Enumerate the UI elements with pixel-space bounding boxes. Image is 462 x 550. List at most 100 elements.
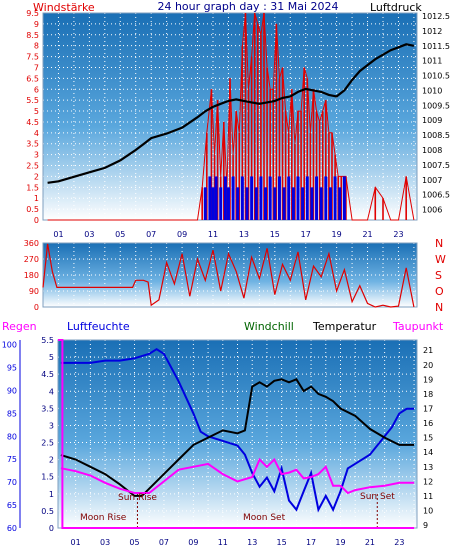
legend-luftfeuchte: Luftfeuchte — [67, 320, 130, 333]
direction-line — [42, 243, 415, 308]
rain-tick-label: 3.5 — [41, 404, 54, 413]
direction-label: N — [435, 301, 443, 314]
y-right-tick-label: 1012 — [422, 27, 442, 36]
y-right-tick-label: 1008.5 — [422, 131, 450, 140]
humidity-tick-label: 70 — [7, 478, 17, 487]
x-tick-label: 21 — [365, 538, 375, 547]
x-tick-label: 11 — [208, 230, 218, 239]
dewpoint-line — [60, 457, 415, 495]
y-left-tick-label: 8.5 — [26, 31, 39, 40]
x-tick-label: 07 — [146, 230, 156, 239]
direction-label: N — [435, 237, 443, 250]
legend-taupunkt: Taupunkt — [392, 320, 444, 333]
rain-tick-label: 2.5 — [41, 439, 54, 448]
moonset-label: Moon Set — [243, 513, 286, 523]
sunset-label: Sun Set — [360, 492, 395, 502]
temperature-tick-label: 14 — [423, 448, 433, 457]
y-left-tick-label: 1.5 — [26, 183, 39, 192]
y-left-tick-label: 1 — [34, 194, 39, 203]
y-right-tick-label: 1010 — [422, 86, 442, 95]
rain-tick-label: 3 — [49, 421, 54, 430]
humidity-tick-label: 95 — [7, 364, 17, 373]
humidity-line — [60, 348, 415, 513]
x-tick-label: 07 — [159, 538, 169, 547]
rain-tick-label: 0 — [49, 524, 54, 533]
legend-temperatur: Temperatur — [312, 320, 377, 333]
x-tick-label: 01 — [53, 230, 63, 239]
y-left-tick-label: 5 — [34, 107, 39, 116]
temperature-line — [60, 378, 415, 497]
x-tick-label: 01 — [71, 538, 81, 547]
temperature-tick-label: 11 — [423, 492, 433, 501]
x-tick-label: 17 — [306, 538, 316, 547]
rain-line — [58, 339, 415, 529]
header-right-label: Luftdruck — [370, 1, 422, 14]
temperature-tick-label: 21 — [423, 346, 433, 355]
x-tick-label: 15 — [277, 538, 287, 547]
y-tick-label: 90 — [29, 287, 39, 296]
y-right-tick-label: 1008 — [422, 146, 442, 155]
x-tick-label: 21 — [362, 230, 372, 239]
y-tick-label: 0 — [34, 303, 39, 312]
x-tick-label: 19 — [335, 538, 345, 547]
y-left-tick-label: 9 — [34, 20, 39, 29]
y-right-tick-label: 1007.5 — [422, 161, 450, 170]
x-tick-label: 13 — [247, 538, 257, 547]
x-tick-label: 09 — [177, 230, 187, 239]
y-right-tick-label: 1006 — [422, 206, 442, 215]
header-left-label: Windstärke — [33, 1, 95, 14]
plot-frame — [42, 242, 418, 308]
rain-tick-label: 4.5 — [41, 370, 54, 379]
y-left-tick-label: 7.5 — [26, 53, 39, 62]
humidity-tick-label: 90 — [7, 386, 17, 395]
temperature-tick-label: 19 — [423, 375, 433, 384]
y-right-tick-label: 1007 — [422, 176, 442, 185]
x-tick-label: 03 — [84, 230, 94, 239]
rain-tick-label: 1 — [49, 490, 54, 499]
y-left-tick-label: 0.5 — [26, 205, 39, 214]
temperature-tick-label: 9 — [423, 521, 428, 530]
rain-tick-label: 5 — [49, 353, 54, 362]
y-left-tick-label: 2 — [34, 172, 39, 181]
temperature-tick-label: 20 — [423, 361, 433, 370]
x-tick-label: 09 — [188, 538, 198, 547]
y-left-tick-label: 7 — [34, 63, 39, 72]
temperature-tick-label: 17 — [423, 404, 433, 413]
temperature-tick-label: 16 — [423, 419, 433, 428]
x-tick-label: 23 — [393, 230, 403, 239]
y-right-tick-label: 1010.5 — [422, 72, 450, 81]
y-left-tick-label: 4 — [34, 129, 39, 138]
y-left-tick-label: 9.5 — [26, 9, 39, 18]
sunrise-label: Sun Rise — [118, 493, 157, 503]
humidity-tick-label: 65 — [7, 501, 17, 510]
y-left-tick-label: 6.5 — [26, 74, 39, 83]
legend-regen: Regen — [2, 320, 37, 333]
y-tick-label: 360 — [24, 239, 39, 248]
y-left-tick-label: 8 — [34, 42, 39, 51]
y-right-tick-label: 1012.5 — [422, 12, 450, 21]
y-left-tick-label: 6 — [34, 85, 39, 94]
direction-label: S — [435, 269, 442, 282]
temperature-tick-label: 18 — [423, 390, 433, 399]
header-title: 24 hour graph day : 31 Mai 2024 — [157, 0, 338, 13]
legend-windchill: Windchill — [244, 320, 294, 333]
temperature-tick-label: 13 — [423, 463, 433, 472]
temperature-tick-label: 10 — [423, 507, 433, 516]
humidity-tick-label: 60 — [7, 524, 17, 533]
y-left-tick-label: 0 — [34, 216, 39, 225]
y-right-tick-label: 1011 — [422, 57, 442, 66]
temperature-tick-label: 12 — [423, 477, 433, 486]
pressure-line — [47, 43, 415, 184]
rain-tick-label: 4 — [49, 387, 54, 396]
rain-tick-label: 5.5 — [41, 336, 54, 345]
y-left-tick-label: 5.5 — [26, 96, 39, 105]
direction-label: W — [435, 253, 446, 266]
temperature-tick-label: 15 — [423, 434, 433, 443]
y-tick-label: 180 — [24, 271, 39, 280]
rain-tick-label: 1.5 — [41, 473, 54, 482]
y-left-tick-label: 3 — [34, 151, 39, 160]
y-right-tick-label: 1011.5 — [422, 42, 450, 51]
y-right-tick-label: 1006.5 — [422, 191, 450, 200]
x-tick-label: 23 — [394, 538, 404, 547]
wind-line — [47, 12, 415, 221]
